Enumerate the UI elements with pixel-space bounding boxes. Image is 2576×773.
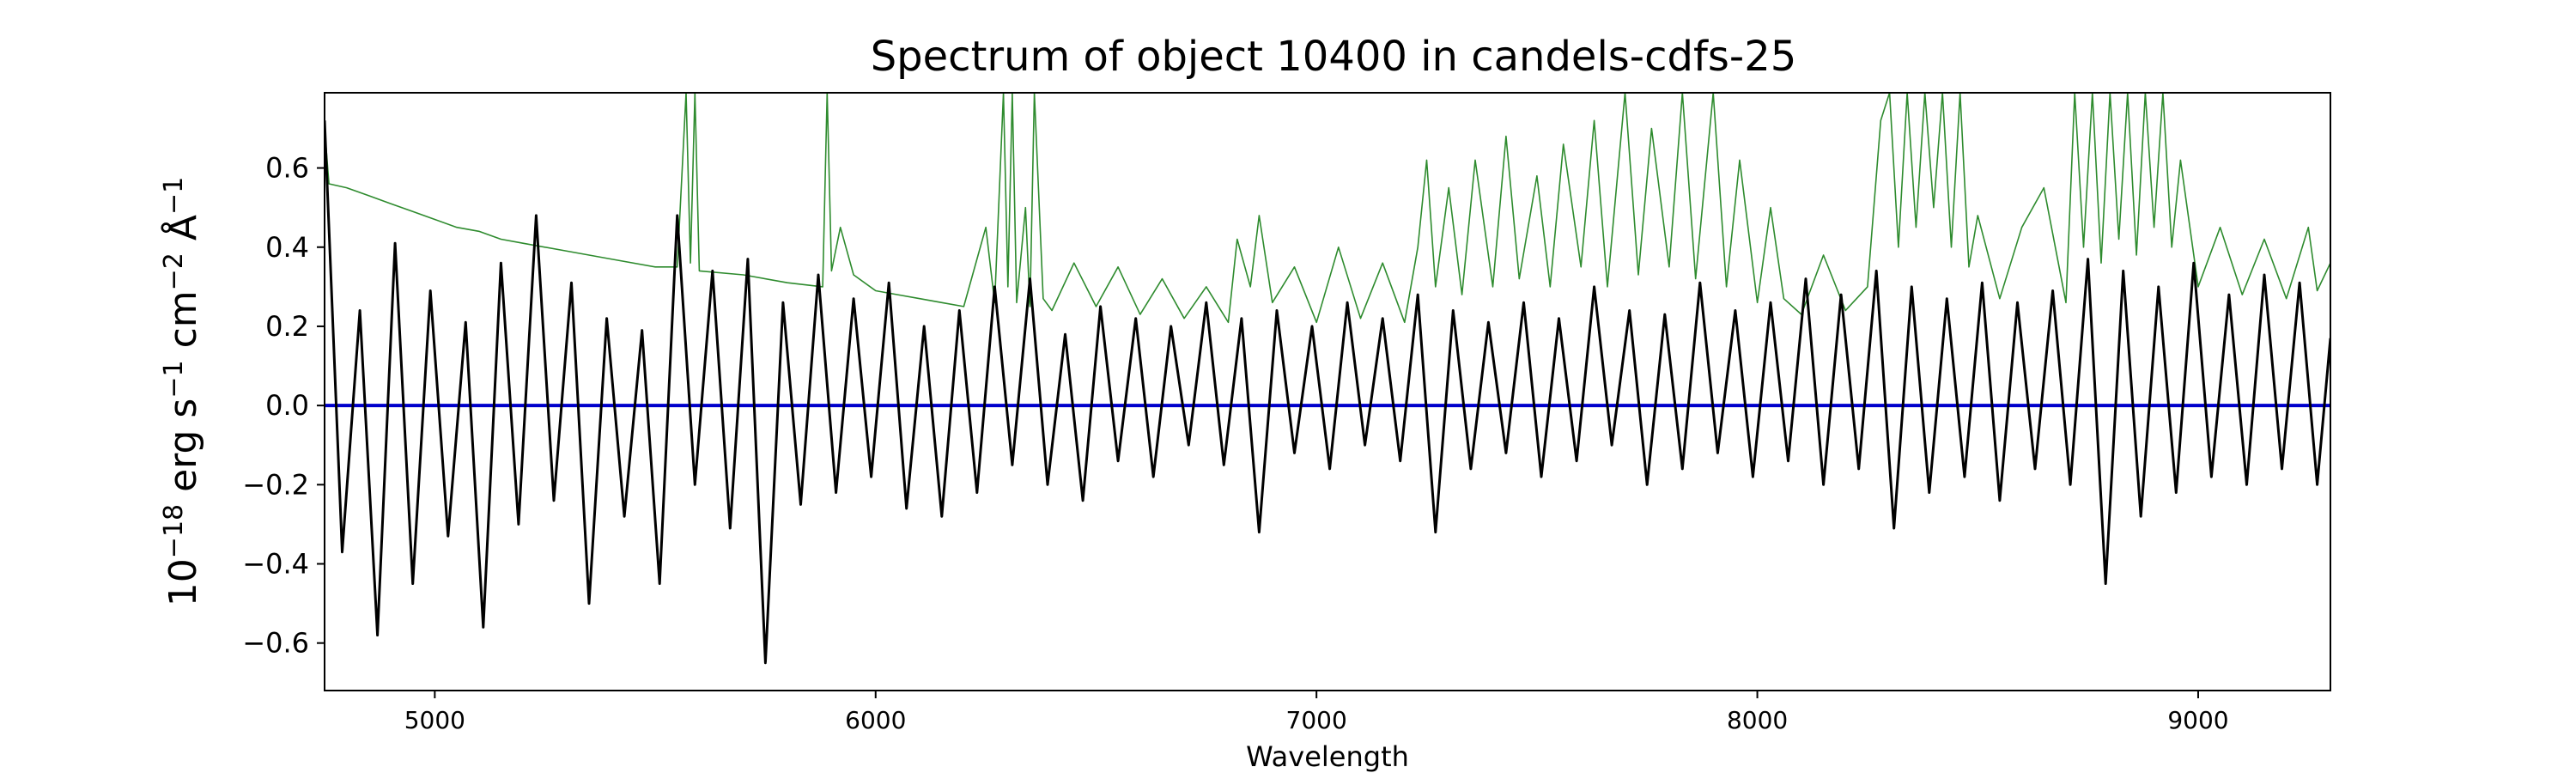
- y-axis-label: 10−18 erg s−1 cm−2 Å−1: [159, 177, 205, 606]
- series-line-1: [325, 93, 2330, 324]
- x-tick-label: 7000: [1286, 706, 1347, 734]
- y-tick-label: −0.2: [242, 468, 309, 501]
- y-label-part2: erg s: [161, 399, 205, 504]
- y-tick-label: 0.4: [265, 231, 309, 264]
- x-tick-label: 8000: [1727, 706, 1788, 734]
- y-label-exp4: −1: [159, 177, 189, 215]
- y-label-part3: cm: [161, 290, 205, 360]
- series-line-0: [325, 120, 2330, 665]
- y-label-exp1: −18: [159, 504, 189, 558]
- y-label-exp2: −1: [159, 360, 189, 398]
- y-tick-label: −0.6: [242, 627, 309, 660]
- x-tick-label: 5000: [404, 706, 465, 734]
- x-tick-label: 9000: [2167, 706, 2228, 734]
- x-tick-label: 6000: [845, 706, 906, 734]
- y-tick-label: 0.2: [265, 310, 309, 343]
- plot-frame: [324, 92, 2331, 691]
- x-axis: 5000 6000 7000 8000 9000: [404, 691, 2229, 734]
- x-axis-label: Wavelength: [1246, 740, 1409, 773]
- y-tick-label: −0.4: [242, 548, 309, 581]
- y-label-exp3: −2: [159, 253, 189, 290]
- y-tick-label: 0.6: [265, 152, 309, 185]
- y-label-part4: Å: [160, 215, 205, 253]
- y-label-prefix: 10: [161, 558, 205, 606]
- y-axis: −0.6 −0.4 −0.2 0.0 0.2 0.4 0.6: [242, 152, 325, 660]
- chart-title: Spectrum of object 10400 in candels-cdfs…: [871, 33, 1797, 81]
- y-tick-label: 0.0: [265, 389, 309, 422]
- series-layer: [325, 93, 2330, 665]
